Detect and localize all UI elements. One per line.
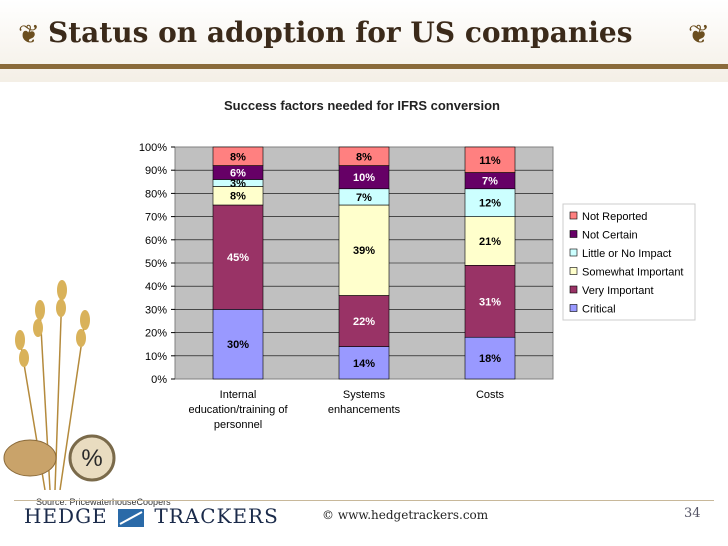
x-tick-label: education/training of (188, 404, 288, 416)
footer-rule (14, 500, 714, 501)
legend-swatch (569, 285, 578, 294)
copyright: © www.hedgetrackers.com (322, 508, 489, 522)
data-label: 12% (479, 198, 501, 210)
legend-label: Not Reported (582, 211, 647, 223)
data-label: 11% (479, 155, 501, 167)
svg-text:%: % (81, 445, 102, 472)
legend-swatch (569, 211, 578, 220)
legend-box (562, 203, 696, 321)
data-label: 39% (353, 245, 375, 257)
bar-segment (338, 295, 390, 347)
bar-segment (212, 309, 264, 380)
fleur-right-icon: ❦ (688, 20, 710, 50)
legend-label: Little or No Impact (582, 248, 671, 260)
y-tick-label: 70% (145, 212, 167, 224)
y-tick-label: 50% (145, 258, 167, 270)
data-label: 8% (356, 151, 372, 163)
legend-swatch (569, 230, 578, 238)
legend-label: Very Important (582, 285, 654, 297)
logo-left-text: HEDGE (24, 504, 108, 528)
legend-label: Somewhat Important (582, 267, 684, 279)
data-label: 8% (230, 151, 246, 163)
y-tick-label: 100% (139, 142, 167, 154)
logo-right-text: TRACKERS (154, 504, 279, 528)
data-label: 14% (353, 358, 375, 370)
x-tick-label: personnel (214, 419, 262, 431)
bar-segment (464, 336, 516, 380)
y-tick-label: 40% (145, 281, 167, 293)
bar-segment (212, 146, 264, 166)
legend-swatch (569, 248, 578, 257)
page-number: 34 (684, 506, 701, 521)
legend-swatch (569, 267, 578, 275)
slide-title: Status on adoption for US companies (48, 16, 633, 49)
y-tick-label: 30% (145, 304, 167, 316)
x-tick-label: Systems (343, 389, 386, 401)
legend-label: Critical (582, 304, 616, 316)
bar-segment (338, 346, 390, 380)
x-tick-label: Costs (476, 389, 505, 401)
bar-segment (338, 146, 390, 166)
y-tick-label: 60% (145, 235, 167, 247)
data-label: 7% (356, 192, 372, 204)
bar-segment (464, 146, 516, 173)
y-tick-label: 10% (145, 351, 167, 363)
x-tick-label: enhancements (328, 404, 401, 416)
bar-segment (464, 216, 516, 266)
data-label: 30% (227, 339, 249, 351)
y-tick-label: 0% (151, 374, 167, 386)
title-rule (0, 64, 728, 69)
fleur-left-icon: ❦ (18, 20, 40, 50)
bar-segment (212, 204, 264, 310)
data-label: 21% (479, 236, 501, 248)
data-label: 6% (230, 168, 246, 180)
data-label: 8% (230, 191, 246, 203)
y-tick-label: 90% (145, 165, 167, 177)
data-label: 10% (353, 172, 375, 184)
y-tick-label: 80% (145, 188, 167, 200)
bar-segment (338, 204, 390, 296)
data-label: 45% (227, 252, 249, 264)
y-tick-label: 20% (145, 328, 167, 340)
data-label: 18% (479, 353, 501, 365)
data-label: 7% (482, 176, 498, 188)
x-tick-label: Internal (220, 389, 257, 401)
legend-swatch (569, 304, 578, 312)
source-note: Source: PricewaterhouseCoopers (36, 497, 171, 507)
legend-label: Not Certain (582, 230, 638, 242)
hedgetrackers-logo: HEDGE TRACKERS (24, 504, 279, 528)
wheat-decoration-icon: % (3, 280, 116, 490)
chart-title: Success factors needed for IFRS conversi… (224, 98, 500, 113)
bar-segment (464, 188, 516, 217)
data-label: 3% (230, 178, 246, 190)
data-label: 22% (353, 316, 375, 328)
data-label: 31% (479, 296, 501, 308)
logo-mark-icon (118, 508, 145, 527)
bar-segment (464, 265, 516, 338)
